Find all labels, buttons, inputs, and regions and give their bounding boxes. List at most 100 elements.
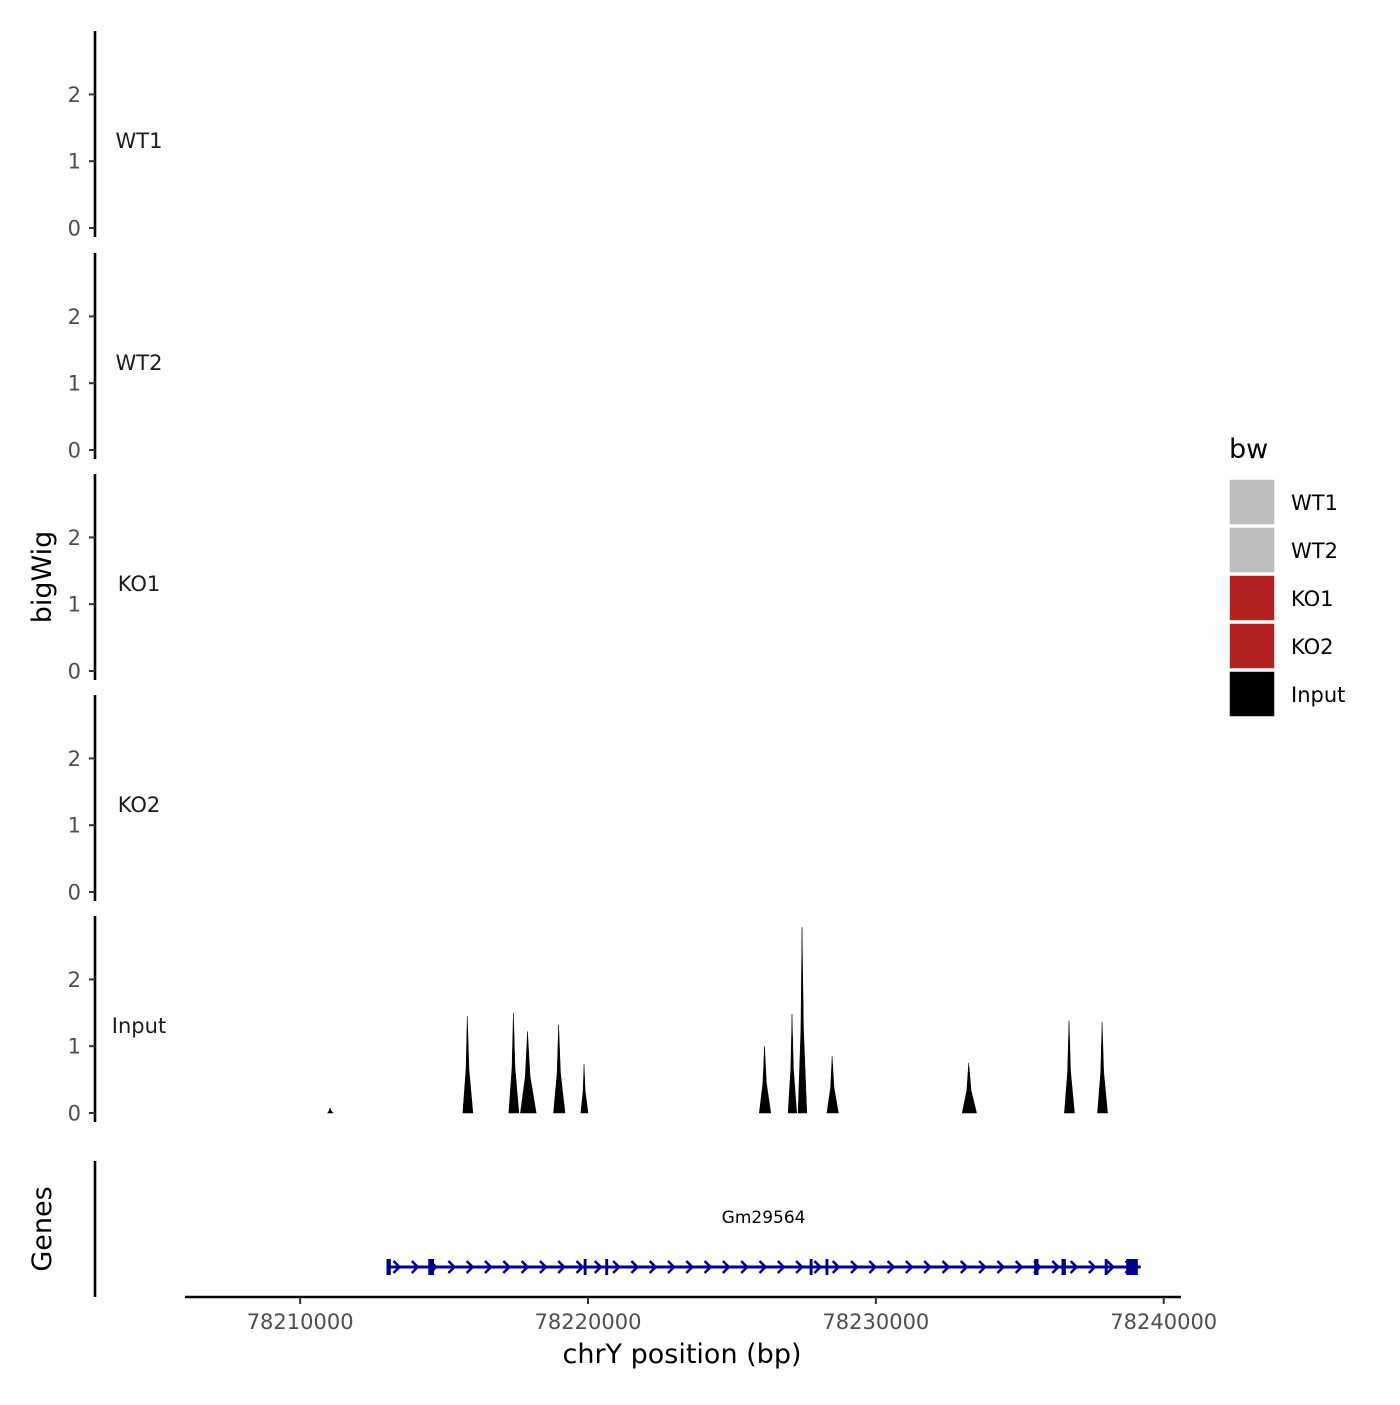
legend-swatch: [1228, 574, 1276, 622]
x-tick-label: 78240000: [1110, 1310, 1217, 1334]
strand-arrow: [868, 1260, 878, 1274]
strand-arrow: [1069, 1260, 1079, 1274]
strand-arrow: [905, 1260, 914, 1274]
signal-peak: [961, 1062, 977, 1114]
strand-arrow: [722, 1260, 731, 1274]
strand-arrow: [1106, 1260, 1115, 1274]
strand-arrow: [575, 1260, 585, 1274]
y-tick-label: 0: [68, 881, 81, 905]
strand-arrow: [502, 1260, 512, 1274]
strand-arrow: [667, 1260, 676, 1274]
strand-arrow: [630, 1260, 640, 1274]
track-label: WT1: [116, 129, 163, 153]
track-label: KO2: [118, 793, 161, 817]
legend-label: KO2: [1291, 635, 1334, 659]
track-label: Input: [112, 1014, 166, 1038]
gene-exon: [1034, 1259, 1039, 1275]
strand-arrow: [703, 1260, 713, 1274]
track-label: KO1: [118, 572, 161, 596]
track-panels: 0 1 2 WT1 0 1 2 WT2 0 1 2 KO1 0 1 2 KO2 0 1 2 Input: [68, 31, 1108, 1126]
gene-exon: [825, 1259, 829, 1275]
strand-arrow: [685, 1260, 695, 1274]
x-axis-title: chrY position (bp): [562, 1339, 801, 1370]
y-tick-label: 1: [68, 1035, 81, 1059]
gene-exon: [428, 1259, 434, 1275]
strand-arrow: [465, 1260, 475, 1274]
legend-label: Input: [1291, 683, 1345, 707]
signal-peak: [1097, 1022, 1108, 1114]
strand-arrow: [447, 1260, 457, 1274]
signal-peak: [580, 1064, 589, 1114]
legend-swatch: [1228, 478, 1276, 526]
track-panel-ko2: 0 1 2 KO2: [68, 695, 161, 905]
y-tick-label: 2: [68, 305, 81, 329]
strand-arrow: [831, 1260, 841, 1274]
y-tick-label: 2: [68, 83, 81, 107]
strand-arrow: [850, 1260, 859, 1274]
strand-arrow: [886, 1260, 896, 1274]
strand-arrow: [923, 1260, 932, 1274]
y-tick-label: 0: [68, 217, 81, 241]
strand-arrow: [410, 1260, 420, 1274]
strand-arrow: [1088, 1260, 1097, 1274]
signal-peak: [553, 1024, 566, 1114]
signal-peak: [797, 927, 808, 1114]
x-axis: 78210000 78220000 78230000 78240000: [185, 1295, 1217, 1334]
gene-exon: [1104, 1259, 1108, 1275]
gene-exon: [605, 1259, 609, 1275]
genes-axis-title: Genes: [27, 1186, 58, 1271]
y-tick-label: 1: [68, 593, 81, 617]
strand-arrow: [648, 1260, 658, 1274]
strand-arrow: [539, 1260, 548, 1274]
strand-arrow: [593, 1260, 603, 1274]
x-tick-label: 78210000: [247, 1310, 354, 1334]
track-panel-ko1: 0 1 2 KO1: [68, 474, 161, 684]
strand-arrow: [813, 1260, 823, 1274]
gene-exon: [1061, 1259, 1066, 1275]
signal-peak: [759, 1046, 772, 1114]
legend-swatch: [1228, 622, 1276, 670]
legend: bw WT1 WT2 KO1 KO2 Input: [1228, 434, 1345, 718]
y-tick-label: 0: [68, 660, 81, 684]
y-tick-label: 1: [68, 814, 81, 838]
signal-peak: [1064, 1020, 1075, 1114]
legend-swatch: [1228, 526, 1276, 574]
strand-arrow: [1014, 1260, 1024, 1274]
strand-arrow: [996, 1260, 1006, 1274]
strand-arrow: [557, 1260, 566, 1274]
signal-peak: [508, 1012, 520, 1114]
legend-label: WT1: [1291, 491, 1338, 515]
y-tick-label: 2: [68, 526, 81, 550]
legend-label: WT2: [1291, 539, 1338, 563]
track-label: WT2: [116, 351, 163, 375]
strand-arrow: [795, 1260, 804, 1274]
legend-swatch: [1228, 670, 1276, 718]
signal-peak: [787, 1014, 797, 1114]
track-panel-input: 0 1 2 Input: [68, 916, 1108, 1126]
strand-arrow: [1051, 1260, 1061, 1274]
x-tick-label: 78220000: [535, 1310, 642, 1334]
strand-arrow: [978, 1260, 987, 1274]
legend-label: KO1: [1291, 587, 1334, 611]
genes-panel: Gm29564: [93, 1161, 1141, 1297]
y-tick-label: 2: [68, 968, 81, 992]
y-tick-label: 0: [68, 1102, 81, 1126]
y-tick-label: 1: [68, 372, 81, 396]
signal-peak: [327, 1106, 334, 1114]
strand-arrow: [612, 1260, 621, 1274]
strand-arrow: [959, 1260, 969, 1274]
strand-arrow: [484, 1260, 493, 1274]
strand-arrow: [740, 1260, 749, 1274]
signal-peak: [462, 1016, 474, 1114]
y-tick-label: 2: [68, 747, 81, 771]
gene-exon: [1126, 1259, 1138, 1275]
gene-exon: [809, 1259, 813, 1275]
strand-arrow: [758, 1260, 768, 1274]
gene-exon: [583, 1259, 587, 1275]
strand-arrow: [520, 1260, 530, 1274]
track-panel-wt2: 0 1 2 WT2: [68, 253, 163, 463]
y-tick-label: 0: [68, 439, 81, 463]
gene-exon: [386, 1259, 391, 1275]
y-axis-title: bigWig: [27, 531, 58, 624]
